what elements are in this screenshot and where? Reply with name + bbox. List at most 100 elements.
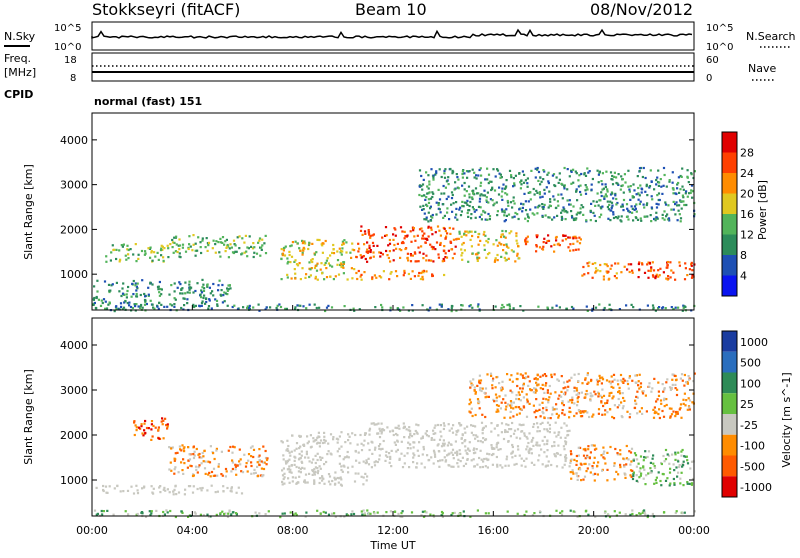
- scatter-cell: [596, 192, 599, 195]
- scatter-cell: [201, 286, 204, 289]
- scatter-cell: [491, 186, 494, 189]
- scatter-cell: [379, 429, 382, 432]
- scatter-cell: [564, 436, 567, 439]
- scatter-cell: [310, 259, 313, 262]
- scatter-cell: [561, 400, 564, 403]
- scatter-cell: [613, 171, 616, 174]
- scatter-cell: [280, 440, 283, 443]
- scatter-cell: [596, 269, 599, 272]
- scatter-cell: [431, 273, 434, 276]
- scatter-cell: [267, 510, 270, 513]
- scatter-cell: [466, 176, 469, 179]
- scatter-cell: [621, 203, 624, 206]
- scatter-cell: [192, 456, 196, 460]
- scatter-cell: [508, 428, 511, 431]
- scatter-cell: [331, 479, 334, 483]
- colorbar-tick-label: 20: [740, 188, 754, 201]
- scatter-cell: [340, 445, 343, 448]
- scatter-cell: [157, 437, 160, 440]
- scatter-cell: [427, 259, 431, 262]
- scatter-cell: [490, 180, 493, 183]
- scatter-cell: [449, 240, 452, 243]
- scatter-cell: [600, 207, 603, 210]
- scatter-cell: [459, 460, 462, 463]
- scatter-cell: [505, 405, 508, 408]
- scatter-cell: [496, 168, 499, 171]
- scatter-cell: [583, 172, 586, 175]
- scatter-cell: [681, 309, 684, 312]
- scatter-cell: [217, 241, 220, 244]
- noise-tick-top-left: 10^5: [54, 23, 81, 34]
- scatter-cell: [586, 456, 589, 459]
- scatter-cell: [586, 188, 589, 191]
- scatter-cell: [575, 189, 578, 192]
- scatter-cell: [572, 472, 575, 475]
- scatter-cell: [126, 248, 129, 251]
- scatter-cell: [595, 378, 599, 381]
- scatter-cell: [655, 476, 658, 479]
- scatter-cell: [474, 253, 478, 256]
- scatter-cell: [442, 216, 445, 219]
- scatter-cell: [635, 210, 638, 213]
- scatter-cell: [686, 482, 689, 485]
- scatter-cell: [443, 444, 446, 447]
- scatter-cell: [543, 203, 546, 206]
- scatter-cell: [482, 233, 485, 236]
- scatter-cell: [492, 377, 495, 380]
- scatter-cell: [510, 406, 513, 409]
- scatter-cell: [448, 452, 451, 455]
- scatter-cell: [164, 417, 167, 420]
- scatter-cell: [353, 249, 356, 252]
- scatter-cell: [500, 176, 503, 179]
- scatter-cell: [639, 467, 642, 470]
- scatter-cell: [165, 509, 168, 512]
- scatter-cell: [439, 234, 442, 237]
- scatter-cell: [442, 203, 445, 206]
- scatter-cell: [188, 280, 191, 283]
- scatter-cell: [316, 238, 319, 241]
- scatter-cell: [527, 200, 530, 203]
- scatter-cell: [462, 464, 465, 468]
- scatter-cell: [150, 428, 153, 431]
- scatter-cell: [588, 261, 591, 264]
- scatter-cell: [678, 465, 681, 469]
- scatter-cell: [668, 462, 671, 465]
- scatter-cell: [302, 443, 306, 446]
- scatter-cell: [514, 260, 517, 263]
- scatter-cell: [663, 511, 666, 514]
- scatter-cell: [528, 449, 531, 452]
- scatter-cell: [239, 463, 242, 466]
- scatter-cell: [512, 177, 515, 180]
- scatter-cell: [590, 188, 593, 191]
- scatter-cell: [649, 269, 652, 273]
- scatter-cell: [475, 448, 478, 451]
- scatter-cell: [401, 510, 404, 513]
- scatter-cell: [357, 472, 360, 475]
- scatter-cell: [570, 182, 573, 185]
- scatter-cell: [541, 410, 544, 413]
- scatter-cell: [422, 237, 426, 240]
- scatter-cell: [392, 238, 395, 241]
- scatter-cell: [409, 253, 412, 256]
- scatter-cell: [606, 188, 609, 191]
- scatter-cell: [466, 425, 469, 428]
- scatter-cell: [224, 240, 227, 243]
- scatter-cell: [487, 458, 490, 461]
- scatter-cell: [683, 278, 687, 281]
- scatter-cell: [517, 448, 520, 451]
- scatter-cell: [535, 236, 539, 239]
- scatter-cell: [463, 427, 466, 430]
- scatter-cell: [474, 437, 477, 440]
- scatter-cell: [608, 203, 611, 206]
- scatter-cell: [498, 186, 501, 189]
- scatter-cell: [482, 194, 485, 197]
- scatter-cell: [690, 263, 693, 266]
- scatter-cell: [151, 303, 154, 306]
- colorbar-segment: [722, 331, 737, 352]
- x-tick-label: 16:00: [477, 524, 509, 537]
- scatter-cell: [507, 423, 510, 427]
- scatter-cell: [233, 243, 236, 246]
- scatter-cell: [412, 227, 415, 230]
- scatter-cell: [359, 229, 363, 232]
- scatter-cell: [336, 450, 339, 453]
